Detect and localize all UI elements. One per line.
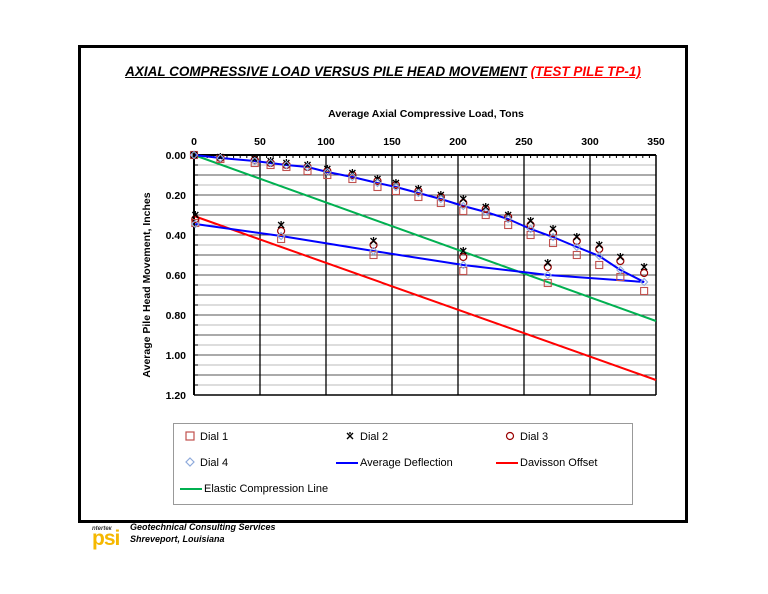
legend-label: Dial 1 <box>200 431 229 443</box>
svg-text:0.80: 0.80 <box>166 310 187 322</box>
legend-item-dial3: Dial 3 <box>500 430 548 444</box>
chart-frame: AXIAL COMPRESSIVE LOAD VERSUS PILE HEAD … <box>78 45 688 523</box>
svg-text:0: 0 <box>191 136 197 148</box>
chart-title-sub: (TEST PILE TP-1) <box>530 64 641 79</box>
company-location: Shreveport, Louisiana <box>130 534 225 544</box>
legend-item-davisson: Davisson Offset <box>496 456 597 470</box>
svg-text:100: 100 <box>317 136 335 148</box>
chart-plot: 0 50 100 150 200 250 300 350 0.00 0.20 0.40 0.60 0.8… <box>141 136 665 402</box>
svg-text:1.00: 1.00 <box>166 350 187 362</box>
chart-title-main: AXIAL COMPRESSIVE LOAD VERSUS PILE HEAD … <box>125 64 527 79</box>
green-line-icon <box>180 488 202 490</box>
footer: nterteк psi Geotechnical Consulting Serv… <box>92 521 292 551</box>
chart-legend: Dial 1 Dial 2 Dial 3 Dial 4 Average Defl… <box>173 423 633 505</box>
legend-item-average: Average Deflection <box>336 456 453 470</box>
legend-item-dial2: Dial 2 <box>340 430 388 444</box>
square-marker-icon <box>180 430 200 444</box>
psi-logo: psi <box>92 527 120 550</box>
blue-line-icon <box>336 462 358 464</box>
legend-item-elastic: Elastic Compression Line <box>180 482 328 496</box>
svg-text:0.60: 0.60 <box>166 270 187 282</box>
company-name: Geotechnical Consulting Services <box>130 522 276 532</box>
legend-item-dial4: Dial 4 <box>180 456 228 470</box>
svg-text:0.20: 0.20 <box>166 190 187 202</box>
chart-title: AXIAL COMPRESSIVE LOAD VERSUS PILE HEAD … <box>81 64 685 79</box>
svg-text:1.20: 1.20 <box>166 390 187 402</box>
legend-label: Dial 4 <box>200 457 229 469</box>
x-marker-icon <box>340 431 360 444</box>
red-line-icon <box>496 462 518 464</box>
svg-text:350: 350 <box>647 136 665 148</box>
legend-label: Average Deflection <box>360 457 453 469</box>
svg-text:0.40: 0.40 <box>166 230 187 242</box>
legend-label: Elastic Compression Line <box>204 483 329 495</box>
diamond-marker-icon <box>180 456 200 470</box>
legend-label: Davisson Offset <box>520 457 598 469</box>
svg-text:150: 150 <box>383 136 401 148</box>
circle-marker-icon <box>500 431 520 444</box>
legend-item-dial1: Dial 1 <box>180 430 228 444</box>
svg-text:250: 250 <box>515 136 533 148</box>
intertek-logo-text: nterteк <box>92 526 112 532</box>
svg-text:50: 50 <box>254 136 266 148</box>
svg-text:200: 200 <box>449 136 467 148</box>
svg-text:0.00: 0.00 <box>166 150 187 162</box>
svg-text:300: 300 <box>581 136 599 148</box>
legend-label: Dial 2 <box>360 431 389 443</box>
legend-label: Dial 3 <box>520 431 549 443</box>
x-axis-label: Average Axial Compressive Load, Tons <box>328 108 524 120</box>
svg-text:Average Pile Head Movement, In: Average Pile Head Movement, Inches <box>141 192 153 377</box>
